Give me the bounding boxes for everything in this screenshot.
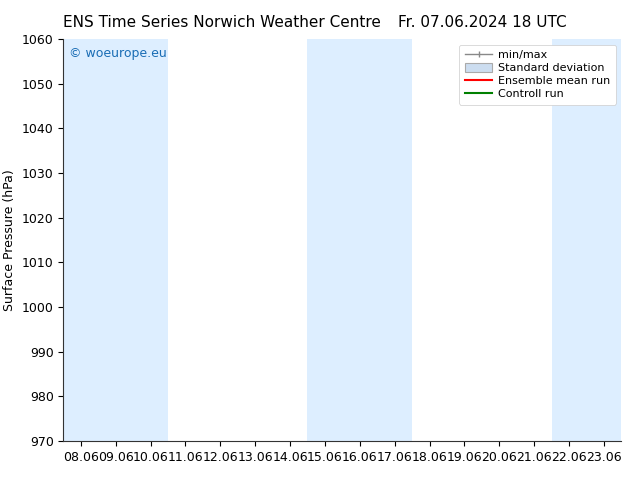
- Legend: min/max, Standard deviation, Ensemble mean run, Controll run: min/max, Standard deviation, Ensemble me…: [459, 45, 616, 105]
- Bar: [63, 39, 168, 441]
- Bar: [307, 39, 412, 441]
- Text: © woeurope.eu: © woeurope.eu: [69, 47, 167, 60]
- Y-axis label: Surface Pressure (hPa): Surface Pressure (hPa): [3, 169, 16, 311]
- Text: ENS Time Series Norwich Weather Centre: ENS Time Series Norwich Weather Centre: [63, 15, 381, 30]
- Text: Fr. 07.06.2024 18 UTC: Fr. 07.06.2024 18 UTC: [398, 15, 566, 30]
- Bar: [552, 39, 621, 441]
